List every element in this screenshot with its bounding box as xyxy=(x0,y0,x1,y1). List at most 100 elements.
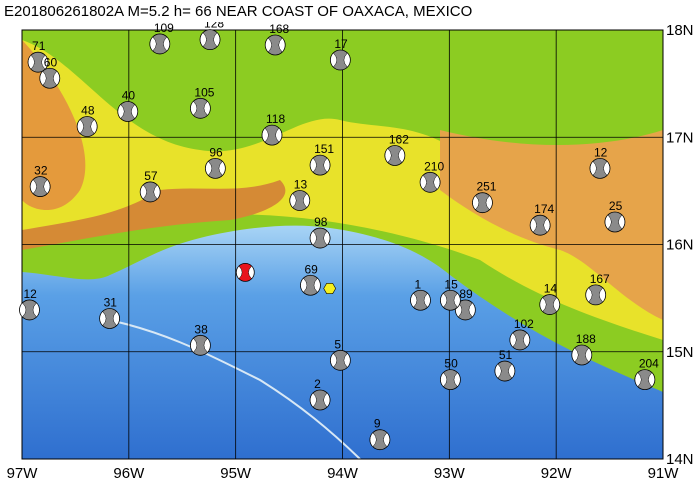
lon-label: 91W xyxy=(648,465,680,482)
event: 40 xyxy=(117,89,139,122)
ball-quadrant xyxy=(369,432,390,448)
beachball xyxy=(190,97,211,119)
beachball xyxy=(99,308,121,329)
ball-quadrant xyxy=(410,292,431,308)
event: 102 xyxy=(509,317,534,351)
event: 109 xyxy=(149,21,174,55)
beachball xyxy=(300,274,321,296)
event: 60 xyxy=(39,55,61,89)
lon-label: 92W xyxy=(541,465,573,482)
ball-quadrant xyxy=(384,148,405,163)
graticule: 97W 96W 95W 94W 93W 92W 91W 18N 17N 16N 15N 14N xyxy=(7,22,694,482)
depth-label: 40 xyxy=(122,89,136,103)
beachball xyxy=(289,190,311,211)
ball-quadrant xyxy=(289,193,310,208)
beachball xyxy=(509,329,531,351)
beachball xyxy=(149,33,171,55)
beachball xyxy=(29,176,51,197)
event: 98 xyxy=(309,215,331,249)
depth-label: 31 xyxy=(104,296,118,310)
event: 71 xyxy=(27,39,49,73)
event: 5 xyxy=(329,337,351,371)
event: 32 xyxy=(29,164,51,197)
event: 162 xyxy=(384,132,409,166)
ball-quadrant xyxy=(265,37,286,53)
event: 105 xyxy=(190,85,215,119)
lat-label: 16N xyxy=(666,237,694,254)
lon-label: 95W xyxy=(220,465,252,482)
beachball xyxy=(329,49,351,71)
lon-label: 97W xyxy=(7,465,39,482)
ball-quadrant xyxy=(634,372,655,387)
depth-label: 2 xyxy=(314,377,321,391)
beachball xyxy=(369,429,391,451)
ball-quadrant xyxy=(472,195,493,211)
depth-label: 118 xyxy=(266,112,285,126)
ball-quadrant xyxy=(149,36,170,52)
ball-quadrant xyxy=(330,352,351,368)
event: 25 xyxy=(604,199,626,233)
beachball xyxy=(410,289,431,311)
ball-quadrant xyxy=(604,214,626,230)
ball-quadrant xyxy=(39,70,60,86)
beachball xyxy=(261,124,283,146)
beachball xyxy=(329,349,351,371)
ball-quadrant xyxy=(261,127,283,143)
ball-quadrant xyxy=(494,363,515,379)
ball-quadrant xyxy=(571,347,592,363)
depth-label: 174 xyxy=(534,202,554,216)
ball-quadrant xyxy=(309,230,331,246)
beachball xyxy=(604,211,626,233)
depth-label: 98 xyxy=(314,215,328,229)
event: 15 xyxy=(440,277,461,311)
event: 188 xyxy=(571,332,596,366)
beachball xyxy=(19,299,40,321)
ball-quadrant xyxy=(199,32,221,48)
ball-quadrant xyxy=(440,292,461,308)
lon-label: 93W xyxy=(434,465,466,482)
beachball xyxy=(204,157,226,179)
depth-label: 14 xyxy=(544,282,558,296)
event: 12 xyxy=(19,287,40,321)
depth-label: 13 xyxy=(294,178,308,192)
event: 1 xyxy=(410,277,431,311)
event: 89 xyxy=(454,287,476,321)
ball-quadrant xyxy=(539,297,560,312)
beachball xyxy=(440,369,461,391)
event: 210 xyxy=(419,159,444,193)
ball-quadrant xyxy=(585,287,606,303)
ball-quadrant xyxy=(589,160,611,176)
beachball xyxy=(494,360,516,382)
event: 38 xyxy=(190,322,211,356)
depth-label: 168 xyxy=(269,22,289,36)
beachball xyxy=(309,227,331,249)
event: 151 xyxy=(309,142,334,176)
depth-label: 89 xyxy=(459,287,473,301)
beachball xyxy=(419,171,441,193)
ball-quadrant xyxy=(300,277,321,293)
event: 167 xyxy=(585,272,610,306)
depth-label: 51 xyxy=(499,348,513,362)
depth-label: 167 xyxy=(590,272,610,286)
beachball xyxy=(472,192,493,214)
depth-label: 162 xyxy=(389,132,409,146)
ball-quadrant xyxy=(19,302,40,318)
beachball xyxy=(309,389,331,411)
depth-label: 12 xyxy=(23,287,37,301)
depth-label: 204 xyxy=(639,357,659,371)
beachball xyxy=(309,154,331,176)
depth-label: 60 xyxy=(44,55,58,69)
depth-label: 38 xyxy=(194,322,208,336)
beachball xyxy=(190,334,211,356)
depth-label: 188 xyxy=(576,332,596,346)
beachball xyxy=(571,344,593,366)
ball-quadrant xyxy=(509,332,530,348)
ball-quadrant xyxy=(30,179,51,194)
event: 118 xyxy=(261,112,285,146)
beachball xyxy=(384,145,406,166)
event: 12 xyxy=(589,145,611,179)
event: 13 xyxy=(289,178,311,211)
event: 96 xyxy=(204,145,226,179)
lon-label: 94W xyxy=(327,465,359,482)
